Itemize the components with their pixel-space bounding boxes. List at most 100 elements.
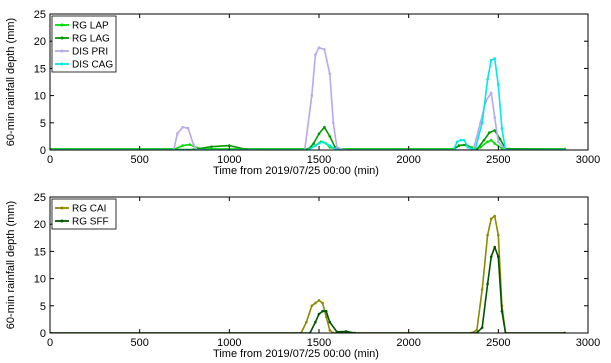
data-point xyxy=(328,72,332,76)
legend-marker xyxy=(60,206,64,210)
data-point xyxy=(486,282,489,286)
data-point xyxy=(475,329,479,332)
x-tick-label: 0 xyxy=(47,337,53,349)
data-point xyxy=(305,320,308,324)
y-tick-label: 15 xyxy=(34,63,46,75)
x-tick-label: 0 xyxy=(47,154,53,166)
x-tick-label: 2000 xyxy=(396,154,420,166)
data-point xyxy=(321,140,324,144)
data-point xyxy=(344,330,348,333)
y-tick-label: 20 xyxy=(34,36,46,48)
data-point xyxy=(181,125,184,129)
x-tick-label: 2000 xyxy=(396,337,420,349)
plot-area xyxy=(50,197,588,333)
series-group xyxy=(50,46,566,150)
data-point xyxy=(328,329,332,332)
data-point xyxy=(493,214,497,218)
data-point xyxy=(317,132,321,135)
data-point xyxy=(321,309,324,313)
legend: RG LAP RG LAG DIS PRI DIS CAG xyxy=(51,15,117,73)
y-axis-label: 60-min rainfall depth (mm) xyxy=(5,201,17,329)
data-point xyxy=(480,326,484,329)
data-point xyxy=(186,126,190,130)
data-point xyxy=(310,94,314,97)
data-point xyxy=(328,135,332,138)
legend-marker xyxy=(60,49,64,53)
y-tick-label: 0 xyxy=(40,145,46,157)
plot-area xyxy=(50,14,588,150)
x-tick-label: 3000 xyxy=(576,337,600,349)
data-point xyxy=(332,121,335,125)
data-point xyxy=(314,144,317,147)
data-point xyxy=(497,233,500,237)
data-point xyxy=(314,301,317,305)
x-axis-label: Time from 2019/07/25 00:00 (min) xyxy=(213,165,379,177)
data-point xyxy=(480,121,484,125)
data-point xyxy=(482,138,486,142)
legend-box xyxy=(51,198,117,230)
data-point xyxy=(457,144,461,147)
data-point xyxy=(488,131,491,134)
x-tick-label: 500 xyxy=(130,337,148,349)
x-tick-label: 3000 xyxy=(576,154,600,166)
data-point xyxy=(328,320,332,324)
legend-marker xyxy=(60,36,64,40)
y-tick-label: 10 xyxy=(34,274,46,286)
data-point xyxy=(176,132,179,135)
data-point xyxy=(323,48,326,51)
data-point xyxy=(489,217,493,221)
legend-label: DIS CAG xyxy=(72,60,113,71)
data-point xyxy=(335,330,339,333)
series-line-dis-cag xyxy=(50,57,565,150)
data-point xyxy=(500,309,504,313)
data-point xyxy=(493,245,497,249)
x-tick-label: 2500 xyxy=(486,337,510,349)
legend-label: RG CAI xyxy=(72,204,106,215)
data-point xyxy=(486,78,489,81)
x-tick-label: 2500 xyxy=(486,154,510,166)
data-point xyxy=(312,142,315,145)
x-axis-label: Time from 2019/07/25 00:00 (min) xyxy=(213,348,379,360)
data-point xyxy=(489,255,493,259)
data-point xyxy=(486,140,489,144)
data-point xyxy=(210,145,213,148)
x-tick-label: 1000 xyxy=(217,337,241,349)
data-point xyxy=(479,121,482,125)
data-point xyxy=(310,304,314,308)
data-point xyxy=(497,255,500,259)
y-tick-label: 5 xyxy=(40,118,46,130)
data-point xyxy=(489,58,493,62)
y-tick-label: 25 xyxy=(34,192,46,204)
data-point xyxy=(486,233,489,237)
data-point xyxy=(455,140,459,144)
data-point xyxy=(324,315,328,319)
data-point xyxy=(317,46,321,49)
data-point xyxy=(497,83,500,86)
y-tick-label: 20 xyxy=(34,219,46,231)
data-point xyxy=(314,320,317,324)
data-point xyxy=(459,138,463,142)
data-point xyxy=(323,125,326,129)
data-point xyxy=(324,309,328,313)
y-tick-label: 5 xyxy=(40,301,46,313)
data-point xyxy=(314,53,317,57)
legend-marker xyxy=(60,62,64,66)
data-point xyxy=(493,57,497,60)
data-point xyxy=(192,143,195,146)
x-tick-label: 500 xyxy=(130,154,148,166)
y-tick-label: 25 xyxy=(34,9,46,21)
data-point xyxy=(466,146,470,149)
data-point xyxy=(500,126,504,130)
data-point xyxy=(321,301,324,305)
x-tick-label: 1000 xyxy=(217,154,241,166)
y-tick-label: 10 xyxy=(34,91,46,103)
data-point xyxy=(497,140,500,144)
legend-label: RG SFF xyxy=(72,217,109,228)
x-tick-label: 1500 xyxy=(307,154,331,166)
y-axis-label: 60-min rainfall depth (mm) xyxy=(5,18,17,146)
data-point xyxy=(493,116,497,119)
data-point xyxy=(335,146,339,149)
legend-label: RG LAG xyxy=(72,34,110,45)
legend-marker xyxy=(60,23,64,27)
